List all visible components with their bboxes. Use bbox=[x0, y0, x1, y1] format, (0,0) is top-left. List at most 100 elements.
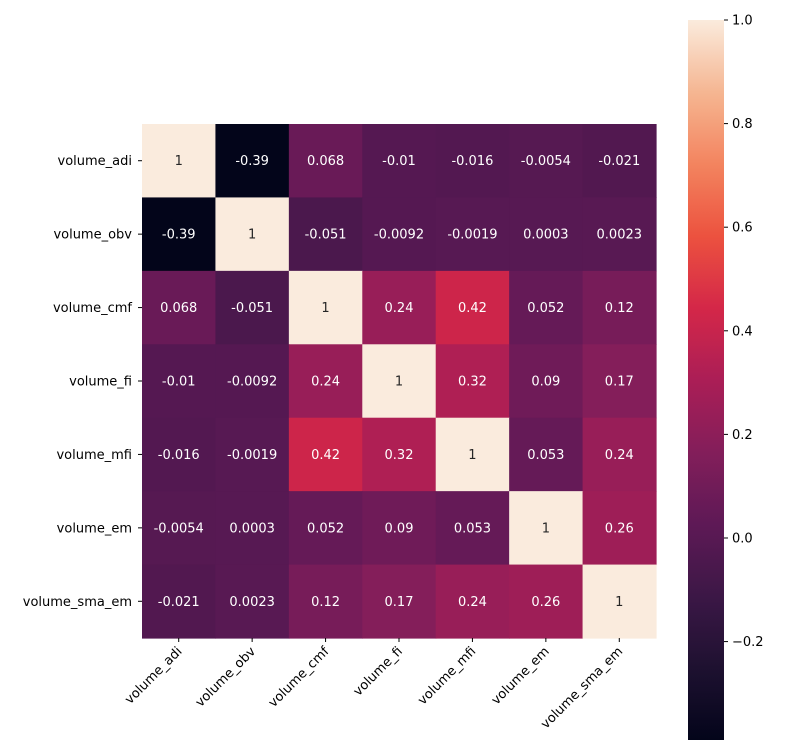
cell-value-label: 1 bbox=[468, 448, 476, 463]
cell-value-label: -0.0019 bbox=[447, 228, 497, 243]
heatmap-cell bbox=[215, 344, 290, 419]
row-labels: volume_adi volume_obv volume_cmf volume_fiv… bbox=[23, 154, 142, 610]
cell-value-label: 0.09 bbox=[531, 375, 560, 390]
heatmap-cell bbox=[582, 564, 657, 639]
colorbar-tick-label: 0.2 bbox=[732, 428, 753, 443]
cell-value-label: 0.09 bbox=[385, 521, 414, 536]
row-label: volume_adi bbox=[58, 154, 133, 169]
cell-value-label: 0.42 bbox=[458, 301, 487, 316]
cell-value-label: -0.01 bbox=[162, 375, 196, 390]
cell-value-label: -0.0054 bbox=[154, 521, 204, 536]
heatmap-cell bbox=[215, 564, 290, 639]
cell-value-label: 1 bbox=[321, 301, 329, 316]
row-label: volume_em bbox=[57, 521, 132, 536]
cell-value-label: 1 bbox=[542, 521, 550, 536]
heatmap-cell bbox=[435, 564, 510, 639]
cell-value-label: 1 bbox=[175, 154, 183, 169]
cell-value-label: 0.068 bbox=[307, 154, 344, 169]
cell-value-label: -0.021 bbox=[598, 154, 640, 169]
heatmap-cell bbox=[362, 417, 437, 492]
heatmap-cell bbox=[142, 344, 217, 419]
colorbar-gradient bbox=[688, 20, 724, 740]
column-labels: volume_adi volume_obv volume_cmf volume_fi v… bbox=[122, 638, 626, 732]
cell-value-label: 0.053 bbox=[454, 521, 491, 536]
heatmap-cells: 1 -0.39 0.068 -0.01 -0.016 -0.0054 -0.021 -0.39… bbox=[142, 124, 657, 639]
cell-value-label: 0.24 bbox=[605, 448, 634, 463]
heatmap-cell bbox=[142, 124, 217, 199]
heatmap-cell bbox=[215, 417, 290, 492]
cell-value-label: -0.0092 bbox=[227, 375, 277, 390]
cell-value-label: -0.0054 bbox=[521, 154, 571, 169]
heatmap-cell bbox=[582, 124, 657, 199]
heatmap-cell bbox=[509, 197, 584, 272]
colorbar-tick-label: 0.6 bbox=[732, 221, 753, 236]
colorbar-tick-label: 0.8 bbox=[732, 117, 753, 132]
heatmap-cell bbox=[582, 417, 657, 492]
heatmap-cell bbox=[215, 124, 290, 199]
heatmap-cell bbox=[288, 417, 363, 492]
heatmap-cell bbox=[215, 491, 290, 566]
colorbar-tick-label: −0.2 bbox=[732, 635, 764, 650]
heatmap-cell bbox=[362, 491, 437, 566]
heatmap-cell bbox=[582, 270, 657, 345]
heatmap-cell bbox=[288, 124, 363, 199]
cell-value-label: 0.0003 bbox=[523, 228, 569, 243]
column-label: volume_em bbox=[489, 644, 553, 708]
colorbar: 1.0 0.8 0.6 0.4 0.2 0.0 −0.2 bbox=[688, 14, 764, 740]
cell-value-label: -0.0019 bbox=[227, 448, 277, 463]
cell-value-label: 0.26 bbox=[531, 595, 560, 610]
cell-value-label: -0.01 bbox=[382, 154, 416, 169]
column-label: volume_obv bbox=[193, 644, 259, 710]
cell-value-label: 0.052 bbox=[527, 301, 564, 316]
heatmap-cell bbox=[142, 491, 217, 566]
heatmap-cell bbox=[435, 417, 510, 492]
colorbar-tick-label: 0.0 bbox=[732, 531, 753, 546]
cell-value-label: -0.0092 bbox=[374, 228, 424, 243]
cell-value-label: 0.068 bbox=[160, 301, 197, 316]
cell-value-label: 0.12 bbox=[311, 595, 340, 610]
row-label: volume_sma_em bbox=[23, 595, 132, 610]
heatmap-cell bbox=[435, 491, 510, 566]
cell-value-label: -0.39 bbox=[162, 228, 196, 243]
cell-value-label: 1 bbox=[395, 375, 403, 390]
cell-value-label: -0.016 bbox=[158, 448, 200, 463]
heatmap-cell bbox=[142, 417, 217, 492]
colorbar-tick-label: 1.0 bbox=[732, 14, 753, 29]
cell-value-label: 0.17 bbox=[605, 375, 634, 390]
cell-value-label: 0.32 bbox=[458, 375, 487, 390]
cell-value-label: 0.0023 bbox=[597, 228, 643, 243]
cell-value-label: 1 bbox=[248, 228, 256, 243]
heatmap-cell bbox=[509, 417, 584, 492]
heatmap-cell bbox=[582, 344, 657, 419]
cell-value-label: 0.12 bbox=[605, 301, 634, 316]
heatmap-cell bbox=[509, 491, 584, 566]
heatmap-cell bbox=[435, 344, 510, 419]
heatmap-cell bbox=[509, 270, 584, 345]
heatmap-cell bbox=[362, 344, 437, 419]
heatmap-cell bbox=[435, 270, 510, 345]
heatmap-cell bbox=[215, 270, 290, 345]
cell-value-label: 0.052 bbox=[307, 521, 344, 536]
heatmap-cell bbox=[288, 491, 363, 566]
heatmap-cell bbox=[362, 270, 437, 345]
cell-value-label: 0.26 bbox=[605, 521, 634, 536]
column-label: volume_fi bbox=[351, 644, 406, 699]
cell-value-label: 0.053 bbox=[527, 448, 564, 463]
heatmap-cell bbox=[435, 197, 510, 272]
cell-value-label: 0.24 bbox=[458, 595, 487, 610]
cell-value-label: 0.24 bbox=[311, 375, 340, 390]
cell-value-label: 0.42 bbox=[311, 448, 340, 463]
heatmap-cell bbox=[435, 124, 510, 199]
cell-value-label: -0.021 bbox=[158, 595, 200, 610]
column-label: volume_cmf bbox=[266, 644, 333, 711]
column-label: volume_sma_em bbox=[538, 644, 626, 732]
colorbar-tick-label: 0.4 bbox=[732, 324, 753, 339]
column-label: volume_adi bbox=[122, 644, 185, 707]
heatmap-cell bbox=[362, 564, 437, 639]
heatmap-cell bbox=[288, 270, 363, 345]
heatmap-cell bbox=[509, 564, 584, 639]
cell-value-label: -0.39 bbox=[235, 154, 269, 169]
cell-value-label: -0.051 bbox=[305, 228, 347, 243]
cell-value-label: 0.24 bbox=[385, 301, 414, 316]
